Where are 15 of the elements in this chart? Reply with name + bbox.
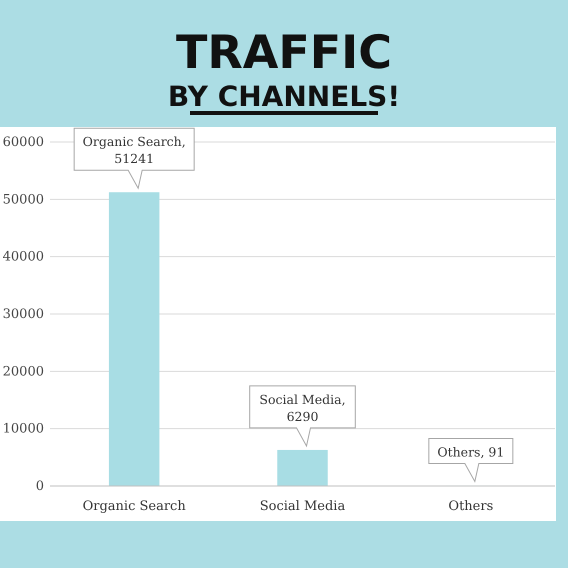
y-tick-label: 40000 [2,250,44,265]
x-tick-label: Social Media [260,499,346,514]
y-tick-label: 10000 [2,422,44,437]
data-label: Others, 91 [437,444,504,460]
x-tick-label: Organic Search [82,499,186,514]
data-label: Organic Search, 51241 [82,134,186,166]
x-tick-label: Others [448,499,494,514]
y-tick-label: 20000 [2,364,44,380]
y-tick-label: 50000 [2,192,44,208]
data-label: Social Media, 6290 [259,392,346,424]
y-tick-label: 60000 [2,135,44,150]
chart-subtitle: BY CHANNELS! [168,80,400,113]
y-tick-label: 0 [36,479,44,494]
y-tick-label: 30000 [2,307,44,322]
chart-title: TRAFFIC [176,25,392,79]
